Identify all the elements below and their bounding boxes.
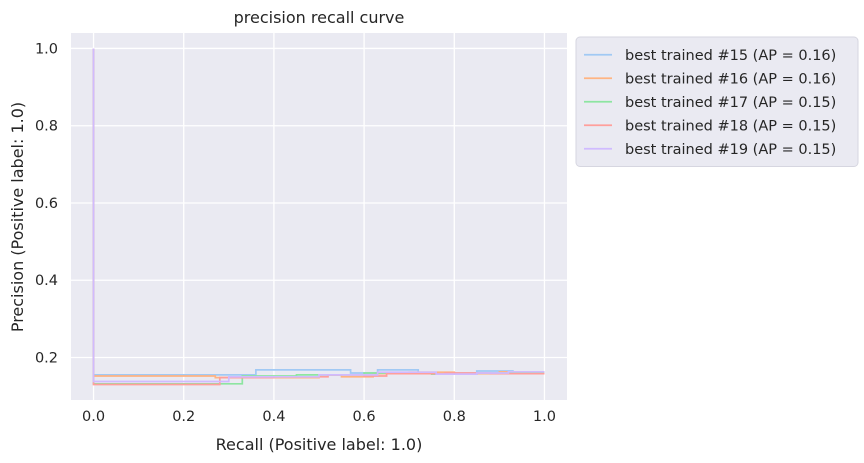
- y-tick-label: 0.6: [35, 196, 58, 212]
- legend-box: [575, 36, 859, 167]
- series-layer: [92, 48, 545, 386]
- series-line-5: [92, 48, 545, 383]
- x-tick-label: 0.2: [172, 409, 195, 425]
- x-tick-label: 0.8: [443, 409, 466, 425]
- x-axis-ticks: 0.0 0.2 0.4 0.6 0.8 1.0: [82, 409, 556, 425]
- y-tick-label: 0.4: [35, 273, 58, 289]
- x-tick-label: 0.4: [262, 409, 285, 425]
- y-tick-label: 1.0: [35, 41, 58, 57]
- y-axis-label: Precision (Positive label: 1.0): [8, 102, 27, 332]
- plot-background: [71, 33, 567, 400]
- y-tick-label: 0.8: [35, 119, 58, 135]
- legend-label-4: best trained #18 (AP = 0.15): [625, 118, 836, 134]
- legend-label-2: best trained #16 (AP = 0.16): [625, 71, 836, 87]
- legend-label-5: best trained #19 (AP = 0.15): [625, 142, 836, 158]
- chart-title: precision recall curve: [234, 8, 405, 27]
- legend: best trained #15 (AP = 0.16) best trained…: [575, 36, 859, 167]
- y-tick-label: 0.2: [35, 351, 58, 367]
- x-tick-label: 1.0: [533, 409, 556, 425]
- grid: [71, 33, 567, 400]
- x-axis-label: Recall (Positive label: 1.0): [216, 435, 423, 454]
- y-axis-ticks: 0.2 0.4 0.6 0.8 1.0: [35, 41, 58, 366]
- legend-label-1: best trained #15 (AP = 0.16): [625, 48, 836, 64]
- x-tick-label: 0.6: [353, 409, 376, 425]
- legend-label-3: best trained #17 (AP = 0.15): [625, 95, 836, 111]
- x-tick-label: 0.0: [82, 409, 105, 425]
